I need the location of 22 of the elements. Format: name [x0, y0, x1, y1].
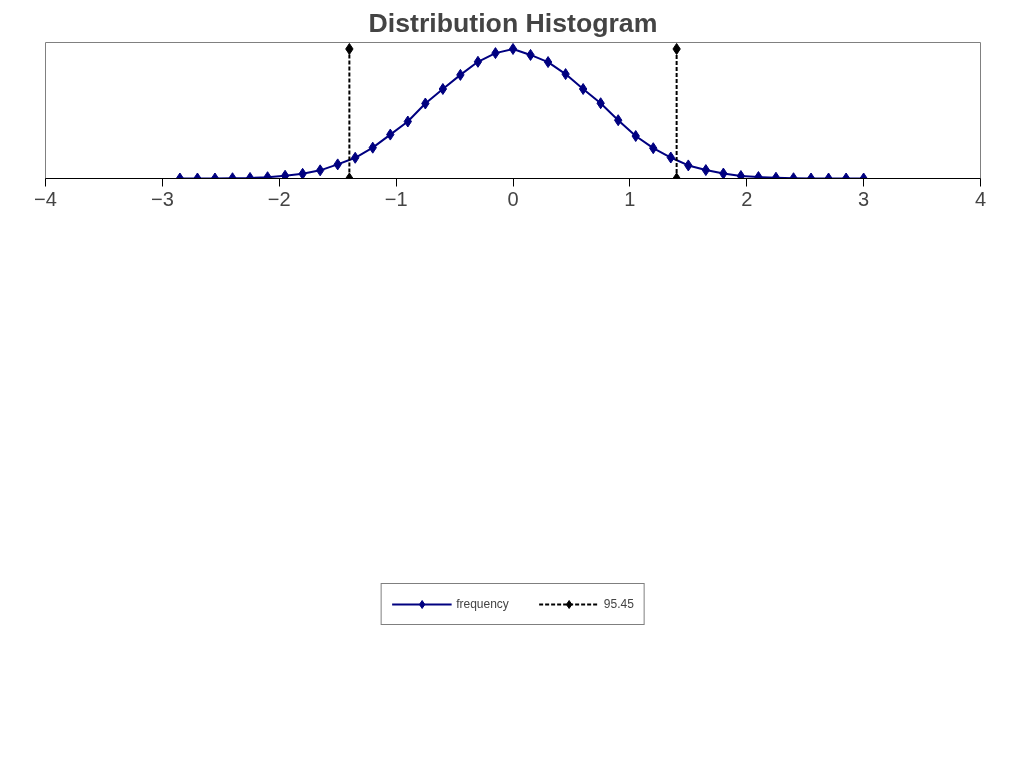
legend-label: frequency [456, 597, 509, 611]
point [438, 83, 448, 95]
point [298, 167, 307, 179]
point [280, 169, 290, 179]
chart-title: Distribution Histogram [368, 7, 658, 38]
point [543, 56, 553, 69]
point [578, 83, 588, 95]
x-tick-label: −1 [384, 187, 408, 210]
x-tick-label: 3 [858, 187, 870, 210]
point [508, 42, 518, 55]
x-tick-label: −3 [150, 187, 174, 210]
x-tick-label: −2 [267, 187, 291, 210]
x-tick-label: 4 [974, 187, 987, 210]
x-tick-label: 2 [741, 187, 753, 210]
legend-label: 95.45 [603, 597, 634, 611]
point [719, 167, 728, 179]
point [736, 170, 746, 179]
point [473, 55, 483, 68]
x-tick-label: 0 [507, 187, 519, 210]
point [315, 164, 325, 177]
x-tick-label: −4 [34, 187, 57, 210]
x-tick-label: 1 [624, 187, 636, 210]
